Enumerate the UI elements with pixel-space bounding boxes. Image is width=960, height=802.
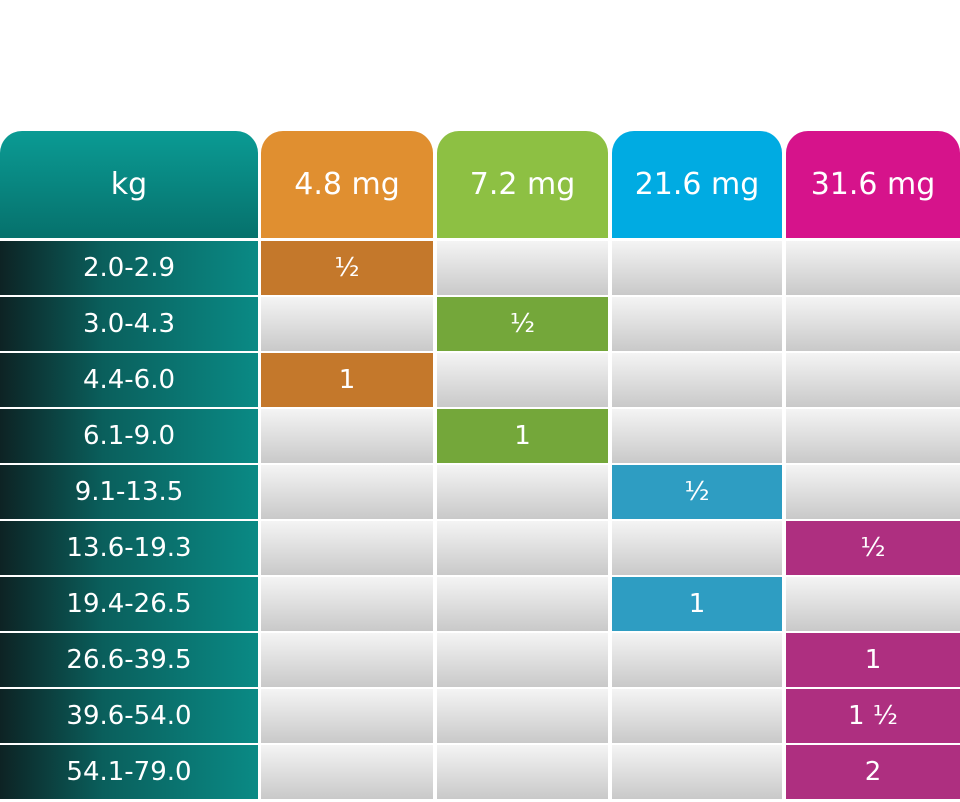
weight-range: 13.6-19.3	[0, 521, 258, 575]
weight-range: 4.4-6.0	[0, 353, 258, 407]
empty-cell	[612, 689, 782, 743]
weight-range: 54.1-79.0	[0, 745, 258, 799]
weight-range: 2.0-2.9	[0, 241, 258, 295]
empty-cell	[612, 633, 782, 687]
empty-cell	[437, 633, 608, 687]
empty-cell	[786, 241, 960, 295]
dose-cell: ½	[612, 465, 782, 519]
weight-range: 9.1-13.5	[0, 465, 258, 519]
empty-cell	[261, 465, 433, 519]
empty-cell	[261, 297, 433, 351]
empty-cell	[786, 465, 960, 519]
dose-cell: 1	[786, 633, 960, 687]
dose-cell: 2	[786, 745, 960, 799]
empty-cell	[437, 465, 608, 519]
empty-cell	[437, 577, 608, 631]
empty-cell	[437, 689, 608, 743]
empty-cell	[437, 521, 608, 575]
column-header: 4.8 mg	[261, 131, 433, 238]
dose-cell: ½	[261, 241, 433, 295]
dose-cell: 1 ½	[786, 689, 960, 743]
weight-range: 3.0-4.3	[0, 297, 258, 351]
empty-cell	[612, 297, 782, 351]
empty-cell	[786, 353, 960, 407]
empty-cell	[612, 353, 782, 407]
dose-cell: ½	[437, 297, 608, 351]
empty-cell	[612, 409, 782, 463]
empty-cell	[786, 577, 960, 631]
empty-cell	[261, 577, 433, 631]
dose-cell: 1	[261, 353, 433, 407]
empty-cell	[612, 521, 782, 575]
empty-cell	[612, 241, 782, 295]
column-header: 31.6 mg	[786, 131, 960, 238]
empty-cell	[261, 521, 433, 575]
column-header: 7.2 mg	[437, 131, 608, 238]
empty-cell	[261, 689, 433, 743]
weight-range: 6.1-9.0	[0, 409, 258, 463]
weight-range: 19.4-26.5	[0, 577, 258, 631]
weight-range: 26.6-39.5	[0, 633, 258, 687]
column-header: kg	[0, 131, 258, 238]
empty-cell	[261, 633, 433, 687]
empty-cell	[786, 409, 960, 463]
dose-cell: 1	[437, 409, 608, 463]
empty-cell	[612, 745, 782, 799]
column-header: 21.6 mg	[612, 131, 782, 238]
empty-cell	[437, 745, 608, 799]
weight-range: 39.6-54.0	[0, 689, 258, 743]
empty-cell	[437, 241, 608, 295]
dose-cell: 1	[612, 577, 782, 631]
empty-cell	[437, 353, 608, 407]
dose-cell: ½	[786, 521, 960, 575]
empty-cell	[261, 409, 433, 463]
empty-cell	[786, 297, 960, 351]
empty-cell	[261, 745, 433, 799]
